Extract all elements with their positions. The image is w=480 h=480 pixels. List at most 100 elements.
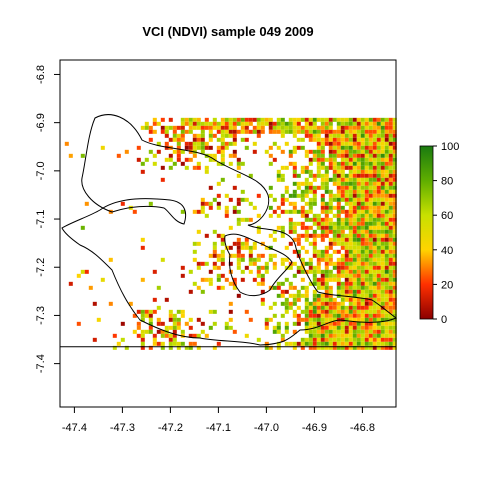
raster-pixel (340, 329, 345, 334)
raster-pixel (368, 293, 373, 298)
raster-pixel (220, 129, 225, 134)
raster-pixel (344, 257, 349, 262)
raster-pixel (320, 141, 325, 146)
raster-pixel (364, 281, 369, 286)
raster-pixel (228, 117, 233, 122)
raster-pixel (324, 277, 329, 282)
raster-pixel (280, 289, 285, 294)
raster-pixel (392, 305, 397, 310)
raster-pixel (372, 325, 377, 330)
raster-pixel (316, 185, 321, 190)
raster-pixel (392, 313, 397, 318)
raster-pixel (204, 125, 209, 130)
raster-pixel (268, 125, 273, 130)
raster-pixel (392, 209, 397, 214)
raster-pixel (360, 345, 365, 350)
raster-pixel (388, 309, 393, 314)
raster-pixel (360, 281, 365, 286)
raster-pixel (340, 333, 345, 338)
raster-pixel (364, 297, 369, 302)
raster-pixel (392, 241, 397, 246)
raster-pixel (304, 297, 309, 302)
raster-pixel (80, 225, 85, 230)
raster-pixel (324, 345, 329, 350)
raster-pixel (196, 137, 201, 142)
raster-pixel (336, 337, 341, 342)
raster-pixel (324, 313, 329, 318)
raster-pixel (356, 129, 361, 134)
raster-pixel (312, 185, 317, 190)
raster-pixel (216, 233, 221, 238)
raster-pixel (320, 309, 325, 314)
raster-pixel (368, 337, 373, 342)
raster-pixel (312, 157, 317, 162)
raster-pixel (380, 337, 385, 342)
raster-pixel (332, 297, 337, 302)
raster-pixel (332, 229, 337, 234)
raster-pixel (372, 257, 377, 262)
raster-pixel (348, 325, 353, 330)
raster-pixel (148, 345, 153, 350)
raster-pixel (284, 121, 289, 126)
raster-pixel (356, 333, 361, 338)
raster-pixel (312, 241, 317, 246)
raster-pixel (372, 265, 377, 270)
raster-pixel (388, 245, 393, 250)
raster-pixel (392, 157, 397, 162)
raster-pixel (380, 333, 385, 338)
raster-pixel (328, 337, 333, 342)
raster-pixel (352, 305, 357, 310)
raster-pixel (380, 189, 385, 194)
raster-pixel (360, 297, 365, 302)
raster-pixel (384, 277, 389, 282)
raster-pixel (276, 205, 281, 210)
raster-pixel (168, 165, 173, 170)
raster-pixel (376, 257, 381, 262)
raster-pixel (152, 129, 157, 134)
raster-pixel (308, 169, 313, 174)
raster-pixel (344, 329, 349, 334)
raster-pixel (324, 317, 329, 322)
raster-pixel (316, 297, 321, 302)
raster-pixel (280, 197, 285, 202)
raster-pixel (356, 233, 361, 238)
raster-pixel (308, 149, 313, 154)
raster-pixel (200, 261, 205, 266)
raster-pixel (380, 145, 385, 150)
raster-pixel (352, 293, 357, 298)
raster-pixel (188, 341, 193, 346)
raster-pixel (344, 217, 349, 222)
raster-pixel (380, 181, 385, 186)
raster-pixel (140, 333, 145, 338)
raster-pixel (160, 165, 165, 170)
raster-pixel (256, 229, 261, 234)
raster-pixel (372, 293, 377, 298)
raster-pixel (284, 209, 289, 214)
raster-pixel (228, 197, 233, 202)
raster-pixel (324, 185, 329, 190)
raster-pixel (352, 197, 357, 202)
raster-pixel (388, 201, 393, 206)
raster-pixel (208, 253, 213, 258)
raster-pixel (300, 337, 305, 342)
raster-pixel (188, 125, 193, 130)
raster-pixel (316, 213, 321, 218)
raster-pixel (328, 237, 333, 242)
raster-pixel (356, 137, 361, 142)
raster-pixel (356, 305, 361, 310)
raster-pixel (292, 181, 297, 186)
raster-pixel (360, 289, 365, 294)
raster-pixel (320, 321, 325, 326)
raster-pixel (320, 277, 325, 282)
raster-pixel (384, 313, 389, 318)
raster-pixel (380, 173, 385, 178)
raster-pixel (336, 333, 341, 338)
raster-pixel (388, 269, 393, 274)
raster-pixel (340, 133, 345, 138)
raster-pixel (176, 125, 181, 130)
raster-pixel (232, 205, 237, 210)
raster-pixel (348, 289, 353, 294)
raster-pixel (312, 133, 317, 138)
raster-pixel (292, 297, 297, 302)
raster-pixel (284, 197, 289, 202)
